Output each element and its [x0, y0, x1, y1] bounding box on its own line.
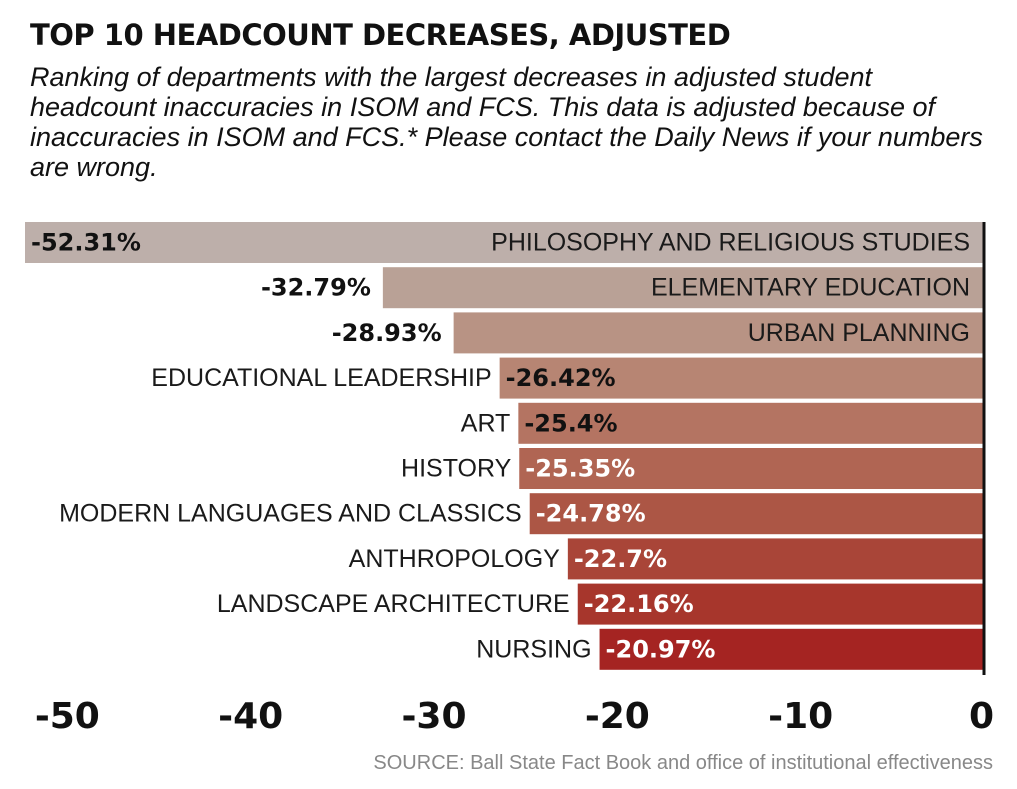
- value-label-1: -52.31%: [31, 229, 141, 257]
- category-label-10: NURSING: [476, 635, 591, 663]
- category-label-2: ELEMENTARY EDUCATION: [651, 274, 970, 302]
- value-label-9: -22.16%: [584, 590, 694, 618]
- x-tick-label-4: -20: [585, 696, 650, 737]
- x-tick-label-5: -10: [768, 696, 833, 737]
- bar-4: [499, 357, 984, 399]
- bar-5: [518, 402, 984, 444]
- bar-3: [453, 312, 985, 354]
- category-label-9: LANDSCAPE ARCHITECTURE: [217, 590, 570, 618]
- category-label-7: MODERN LANGUAGES AND CLASSICS: [59, 500, 522, 528]
- value-label-8: -22.7%: [574, 545, 667, 573]
- x-tick-label-6: 0: [969, 696, 994, 737]
- value-label-7: -24.78%: [536, 500, 646, 528]
- category-label-8: ANTHROPOLOGY: [349, 545, 560, 573]
- category-label-6: HISTORY: [401, 455, 512, 483]
- bar-6: [519, 448, 984, 489]
- chart-title: TOP 10 HEADCOUNT DECREASES, ADJUSTED: [30, 18, 731, 52]
- value-label-10: -20.97%: [606, 635, 716, 663]
- bar-chart: PHILOSOPHY AND RELIGIOUS STUDIES -52.31% E…: [25, 222, 994, 737]
- value-label-3: -28.93%: [332, 319, 442, 347]
- value-label-6: -25.35%: [525, 455, 635, 483]
- bar-9: [577, 583, 984, 625]
- bar-7: [529, 493, 984, 535]
- category-label-3: URBAN PLANNING: [748, 319, 970, 347]
- bar-10: [599, 628, 984, 670]
- x-tick-label-1: -50: [35, 696, 100, 737]
- bar-1: [25, 222, 984, 263]
- source-note: SOURCE: Ball State Fact Book and office …: [373, 752, 993, 774]
- x-tick-label-2: -40: [218, 696, 283, 737]
- bar-2: [382, 267, 984, 309]
- category-label-4: EDUCATIONAL LEADERSHIP: [151, 364, 491, 392]
- chart-subtitle: Ranking of departments with the largest …: [30, 62, 983, 182]
- value-label-4: -26.42%: [506, 364, 616, 392]
- category-label-1: PHILOSOPHY AND RELIGIOUS STUDIES: [491, 229, 970, 257]
- value-label-2: -32.79%: [261, 274, 371, 302]
- value-label-5: -25.4%: [524, 409, 617, 437]
- x-tick-label-3: -30: [401, 696, 466, 737]
- bar-8: [567, 538, 984, 580]
- category-label-5: ART: [461, 409, 511, 437]
